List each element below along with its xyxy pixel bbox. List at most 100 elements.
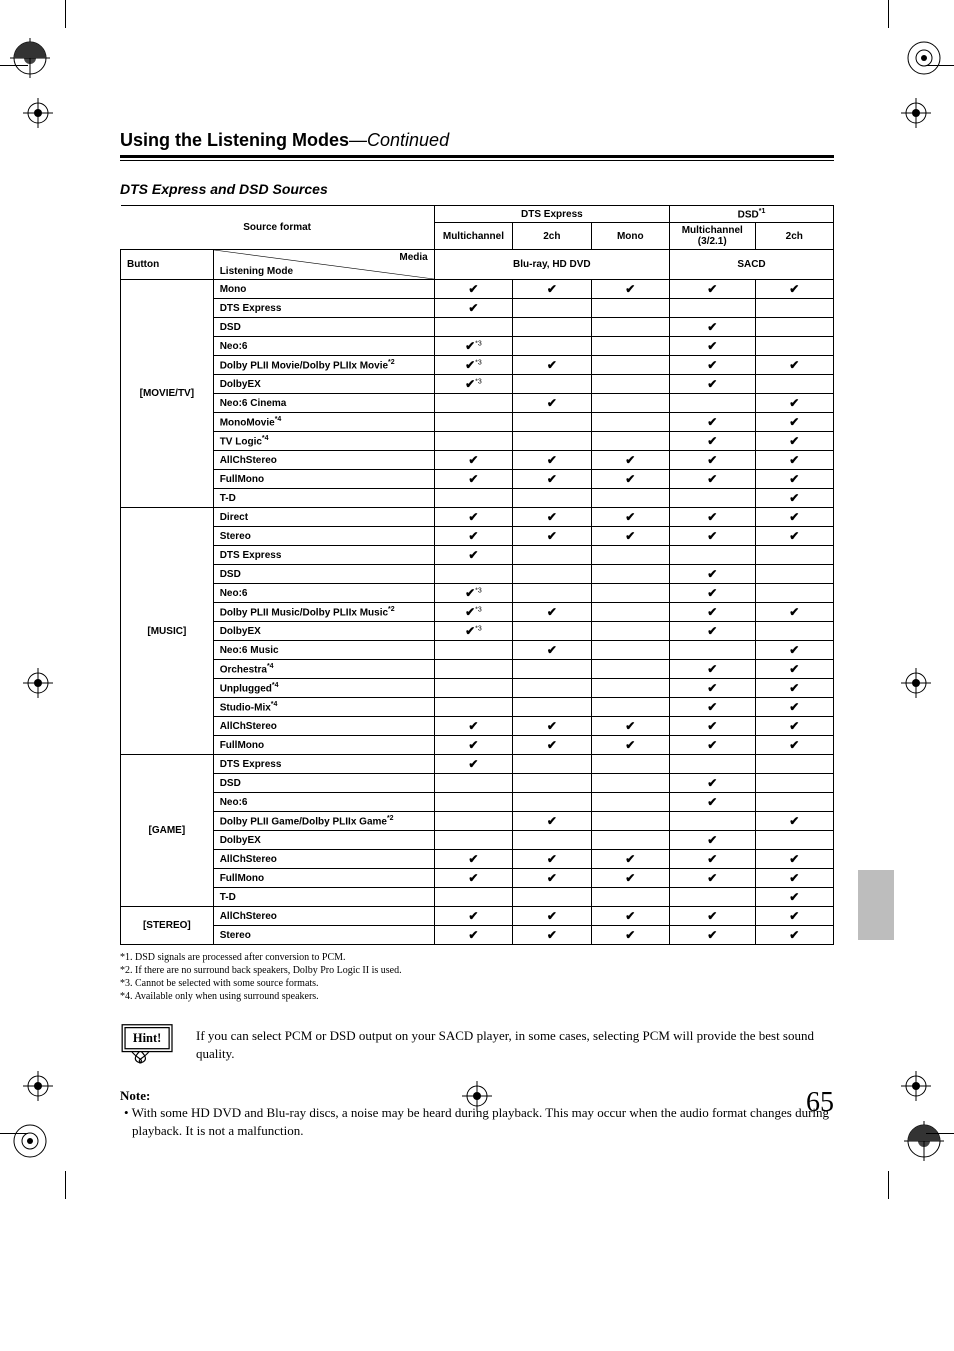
note-body: • With some HD DVD and Blu-ray discs, a … — [120, 1104, 834, 1139]
check-cell: ✔ — [669, 280, 755, 299]
check-cell: ✔ — [513, 280, 591, 299]
mode-cell: Neo:6 Cinema — [213, 394, 434, 413]
check-cell — [755, 622, 833, 641]
check-cell: ✔ — [434, 869, 512, 888]
check-cell: ✔ — [591, 850, 669, 869]
check-cell: ✔ — [669, 717, 755, 736]
mode-cell: T-D — [213, 888, 434, 907]
check-cell: ✔ — [434, 717, 512, 736]
check-cell: ✔ — [755, 527, 833, 546]
check-cell — [513, 831, 591, 850]
check-cell: ✔*3 — [434, 337, 512, 356]
hint-block: Hint! If you can select PCM or DSD outpu… — [120, 1019, 834, 1070]
title-main: Using the Listening Modes — [120, 130, 349, 150]
check-cell: ✔ — [755, 356, 833, 375]
mode-cell: DTS Express — [213, 299, 434, 318]
table-row: T-D✔ — [121, 489, 834, 508]
check-cell — [591, 432, 669, 451]
check-cell — [755, 375, 833, 394]
check-cell — [591, 774, 669, 793]
title-rule — [120, 155, 834, 158]
check-cell: ✔ — [755, 394, 833, 413]
check-cell: ✔ — [755, 489, 833, 508]
mode-cell: DSD — [213, 774, 434, 793]
table-row: Dolby PLII Music/Dolby PLIIx Music*2✔*3✔… — [121, 603, 834, 622]
check-cell: ✔ — [669, 527, 755, 546]
table-row: Neo:6 Cinema ✔ ✔ — [121, 394, 834, 413]
check-cell — [755, 755, 833, 774]
check-cell: ✔ — [669, 432, 755, 451]
check-cell: ✔ — [513, 812, 591, 831]
mode-cell: Unplugged*4 — [213, 679, 434, 698]
check-cell — [755, 337, 833, 356]
mode-cell: DTS Express — [213, 546, 434, 565]
mode-cell: AllChStereo — [213, 717, 434, 736]
header-bluray: Blu-ray, HD DVD — [434, 250, 669, 280]
check-cell — [513, 793, 591, 812]
check-cell: ✔ — [755, 888, 833, 907]
check-cell — [591, 603, 669, 622]
check-cell: ✔ — [591, 280, 669, 299]
check-cell — [434, 812, 512, 831]
check-cell: ✔ — [434, 451, 512, 470]
check-cell — [434, 888, 512, 907]
check-cell: ✔ — [669, 660, 755, 679]
check-cell: ✔ — [755, 736, 833, 755]
check-cell — [513, 546, 591, 565]
check-cell: ✔ — [755, 926, 833, 945]
check-cell — [434, 641, 512, 660]
check-cell — [513, 375, 591, 394]
mode-cell: DTS Express — [213, 755, 434, 774]
check-cell: ✔ — [755, 717, 833, 736]
check-cell — [669, 546, 755, 565]
check-cell: ✔ — [513, 394, 591, 413]
check-cell: ✔*3 — [434, 375, 512, 394]
check-cell — [591, 356, 669, 375]
check-cell — [755, 565, 833, 584]
check-cell — [591, 679, 669, 698]
check-cell — [513, 584, 591, 603]
table-row: Neo:6✔ — [121, 793, 834, 812]
header-2ch: 2ch — [755, 223, 833, 250]
check-cell: ✔ — [434, 926, 512, 945]
table-row: [GAME]DTS Express✔ — [121, 755, 834, 774]
check-cell — [669, 888, 755, 907]
table-row: Neo:6✔*3✔ — [121, 584, 834, 603]
check-cell — [434, 793, 512, 812]
check-cell: ✔ — [755, 869, 833, 888]
check-cell — [591, 755, 669, 774]
mode-cell: Dolby PLII Movie/Dolby PLIIx Movie*2 — [213, 356, 434, 375]
button-cell: [GAME] — [121, 755, 214, 907]
check-cell — [669, 755, 755, 774]
check-cell: ✔*3 — [434, 356, 512, 375]
check-cell: ✔ — [669, 698, 755, 717]
check-cell — [591, 831, 669, 850]
check-cell — [591, 489, 669, 508]
check-cell — [513, 299, 591, 318]
check-cell — [591, 812, 669, 831]
check-cell: ✔ — [755, 280, 833, 299]
table-row: [MOVIE/TV]Mono✔✔✔✔✔ — [121, 280, 834, 299]
check-cell: ✔ — [669, 869, 755, 888]
table-row: DolbyEX✔*3✔ — [121, 375, 834, 394]
hint-icon: Hint! — [120, 1019, 178, 1070]
check-cell: ✔*3 — [434, 584, 512, 603]
mode-cell: MonoMovie*4 — [213, 413, 434, 432]
table-row: DSD✔ — [121, 565, 834, 584]
check-cell: ✔ — [434, 508, 512, 527]
check-cell: ✔ — [669, 337, 755, 356]
header-media-mode: Media Listening Mode — [213, 250, 434, 280]
check-cell: ✔ — [669, 470, 755, 489]
mode-cell: Stereo — [213, 527, 434, 546]
check-cell — [755, 318, 833, 337]
table-row: Unplugged*4✔✔ — [121, 679, 834, 698]
check-cell: ✔ — [755, 508, 833, 527]
check-cell: ✔ — [755, 850, 833, 869]
check-cell: ✔ — [513, 736, 591, 755]
check-cell: ✔ — [669, 622, 755, 641]
check-cell: ✔ — [755, 812, 833, 831]
table-row: DTS Express✔ — [121, 546, 834, 565]
check-cell — [434, 698, 512, 717]
table-row: Dolby PLII Movie/Dolby PLIIx Movie*2✔*3 ✔… — [121, 356, 834, 375]
check-cell — [591, 565, 669, 584]
